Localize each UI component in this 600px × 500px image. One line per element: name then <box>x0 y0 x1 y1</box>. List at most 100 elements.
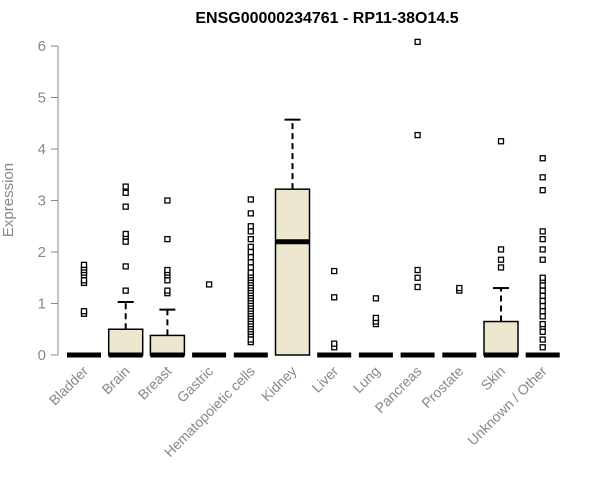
box-hematopoietic-cells <box>233 196 268 358</box>
x-tick-label: Bladder <box>46 363 92 409</box>
outlier-point <box>122 287 129 294</box>
box-gastric <box>192 281 227 358</box>
outlier-point <box>164 235 171 243</box>
outlier-point <box>331 294 338 301</box>
outlier-point <box>539 297 546 305</box>
x-tick-label: Unknown / Other <box>464 363 550 449</box>
y-tick-label: 5 <box>38 90 46 107</box>
x-tick-label: Brain <box>98 363 132 397</box>
outlier-point <box>122 230 129 238</box>
outlier-point <box>539 155 546 162</box>
outlier-point <box>372 295 380 302</box>
outlier-point <box>456 284 463 292</box>
x-tick-label: Kidney <box>258 363 300 405</box>
outlier-point <box>247 336 254 343</box>
outlier-point <box>497 264 505 271</box>
x-tick-label: Liver <box>309 363 342 396</box>
outlier-point <box>539 256 546 263</box>
outlier-point <box>497 246 505 253</box>
outlier-point <box>247 210 254 217</box>
box-body <box>149 334 186 356</box>
outlier-point <box>247 253 254 261</box>
outlier-point <box>122 183 129 190</box>
box-breast <box>149 197 186 358</box>
box-pancreas <box>400 38 435 358</box>
outlier-point <box>164 277 171 284</box>
outlier-point <box>247 235 254 243</box>
outlier-point <box>414 38 421 46</box>
outlier-point <box>539 228 546 235</box>
outlier-point <box>539 187 546 194</box>
y-tick-label: 3 <box>38 193 46 210</box>
outlier-point <box>122 238 129 245</box>
outlier-point <box>247 259 254 266</box>
outlier-point <box>414 274 421 281</box>
outlier-point <box>539 308 546 315</box>
x-tick-label: Lung <box>350 363 383 396</box>
y-axis-label: Expression <box>0 163 17 237</box>
outlier-point <box>80 308 88 315</box>
box-body <box>107 328 144 356</box>
y-axis: 0 1 2 3 4 5 6 <box>38 38 59 364</box>
outlier-point <box>539 320 546 328</box>
outlier-point <box>539 313 546 320</box>
outlier-point <box>539 174 546 181</box>
outlier-point <box>539 282 546 289</box>
outlier-point <box>539 274 546 281</box>
outlier-point <box>414 131 421 139</box>
outlier-point <box>122 189 129 196</box>
y-tick-label: 6 <box>38 38 46 55</box>
outlier-point <box>164 197 171 204</box>
outlier-point <box>331 340 338 347</box>
outlier-point <box>247 223 254 230</box>
box-kidney <box>274 118 311 356</box>
outlier-point <box>539 328 546 335</box>
box-body <box>483 320 519 356</box>
outlier-point <box>497 256 505 263</box>
outlier-point <box>122 263 129 270</box>
outlier-point <box>372 314 380 322</box>
y-tick-label: 2 <box>38 244 46 261</box>
boxes-group <box>67 38 560 358</box>
box-prostate <box>442 284 477 358</box>
box-liver <box>317 267 352 358</box>
outlier-point <box>247 269 254 276</box>
x-tick-label: Skin <box>478 363 509 394</box>
outlier-point <box>539 344 546 351</box>
outlier-point <box>331 267 338 275</box>
outlier-point <box>80 277 88 284</box>
outlier-point <box>247 196 254 203</box>
box-bladder <box>67 261 101 358</box>
outlier-point <box>539 246 546 253</box>
box-lung <box>358 295 393 358</box>
outlier-point <box>247 228 254 235</box>
outlier-point <box>247 264 254 271</box>
outlier-point <box>205 281 213 288</box>
outlier-point <box>539 287 546 294</box>
outlier-point <box>122 203 129 210</box>
outlier-point <box>539 336 546 343</box>
chart-title: ENSG00000234761 - RP11-38O14.5 <box>195 10 458 27</box>
x-tick-label: Prostate <box>418 363 466 411</box>
outlier-point <box>414 283 421 291</box>
outlier-point <box>80 261 88 269</box>
outlier-point <box>497 138 505 145</box>
outlier-point <box>539 235 546 243</box>
box-skin <box>483 138 519 358</box>
box-brain <box>107 183 144 358</box>
outlier-point <box>164 266 171 274</box>
outlier-point <box>414 266 421 274</box>
outlier-point <box>247 248 254 256</box>
y-tick-label: 0 <box>38 347 46 364</box>
outlier-point <box>539 292 546 299</box>
y-tick-label: 4 <box>38 141 46 158</box>
box-unknown-other <box>525 155 560 358</box>
outlier-point <box>539 302 546 310</box>
y-tick-label: 1 <box>38 296 46 313</box>
x-tick-label: Breast <box>135 363 175 403</box>
outlier-point <box>247 243 254 251</box>
box-body <box>274 188 311 356</box>
outlier-point <box>164 287 171 294</box>
